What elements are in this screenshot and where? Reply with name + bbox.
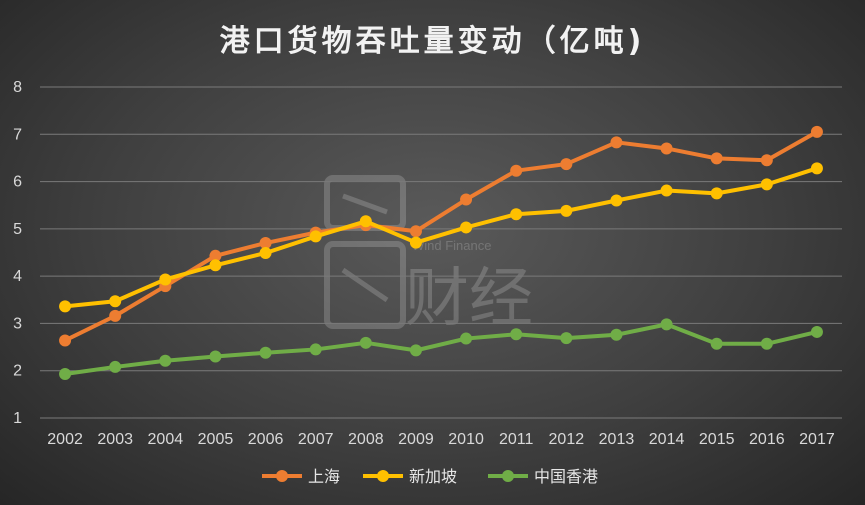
data-point	[660, 184, 673, 197]
x-tick-label: 2003	[97, 431, 133, 448]
y-tick-label: 4	[13, 268, 22, 285]
data-point	[159, 354, 172, 367]
data-point	[810, 325, 823, 338]
legend-item: 上海	[262, 467, 340, 486]
data-point	[710, 337, 723, 350]
y-axis: 1 2 3 4 5 6 7 8	[13, 79, 22, 427]
legend-label: 新加坡	[409, 467, 457, 486]
data-point	[409, 344, 422, 357]
x-tick-label: 2011	[499, 431, 534, 448]
data-point	[159, 273, 172, 286]
y-tick-label: 7	[13, 126, 22, 143]
y-tick-label: 8	[13, 79, 22, 96]
y-tick-label: 5	[13, 221, 22, 238]
data-point	[109, 295, 122, 308]
data-point	[660, 142, 673, 155]
data-point	[810, 125, 823, 138]
grid-lines	[40, 86, 842, 419]
data-point	[510, 208, 523, 221]
x-tick-label: 2005	[198, 431, 234, 448]
legend-item: 新加坡	[363, 467, 457, 486]
x-tick-label: 2014	[649, 431, 685, 448]
watermark-en-text: Wind Finance	[412, 238, 491, 253]
x-tick-label: 2008	[348, 431, 384, 448]
series-layer	[59, 125, 823, 381]
legend-label: 中国香港	[534, 467, 598, 486]
data-point	[560, 332, 573, 345]
data-point	[810, 162, 823, 175]
data-point	[59, 334, 72, 347]
data-point	[109, 309, 122, 322]
data-point	[760, 154, 773, 167]
data-point	[460, 193, 473, 206]
watermark-logo: 财经 Wind Finance	[324, 175, 533, 336]
x-tick-label: 2009	[398, 431, 434, 448]
data-point	[109, 360, 122, 373]
data-point	[359, 215, 372, 228]
x-tick-label: 2017	[799, 431, 835, 448]
data-point	[209, 249, 222, 262]
series-line	[63, 166, 819, 309]
x-tick-label: 2012	[549, 431, 585, 448]
series-1	[59, 162, 823, 313]
x-tick-label: 2015	[699, 431, 735, 448]
y-tick-label: 1	[13, 410, 22, 427]
data-point	[359, 336, 372, 349]
data-point	[610, 194, 623, 207]
series-line	[63, 322, 819, 377]
legend: 上海 新加坡 中国香港	[262, 467, 598, 486]
data-point	[409, 225, 422, 238]
x-tick-label: 2004	[148, 431, 184, 448]
x-tick-label: 2002	[47, 431, 83, 448]
data-point	[259, 346, 272, 359]
data-point	[209, 259, 222, 272]
data-point	[460, 221, 473, 234]
data-point	[560, 204, 573, 217]
data-point	[610, 328, 623, 341]
watermark-cn-text: 财经	[405, 262, 533, 336]
legend-label: 上海	[308, 467, 340, 486]
data-point	[760, 337, 773, 350]
data-point	[660, 318, 673, 331]
data-point	[59, 300, 72, 313]
data-point	[409, 236, 422, 249]
y-tick-label: 3	[13, 315, 22, 332]
data-point	[710, 152, 723, 165]
x-tick-label: 2016	[749, 431, 785, 448]
data-point	[510, 164, 523, 177]
y-tick-label: 2	[13, 363, 22, 380]
x-tick-label: 2010	[448, 431, 484, 448]
series-2	[59, 318, 823, 381]
data-point	[259, 237, 272, 250]
legend-swatch-marker	[502, 470, 514, 482]
data-point	[460, 332, 473, 345]
chart-title: 港口货物吞吐量变动（亿吨)	[219, 24, 646, 59]
data-point	[209, 350, 222, 363]
data-point	[510, 328, 523, 341]
data-point	[610, 136, 623, 149]
data-point	[760, 178, 773, 191]
x-axis: 2002 2003 2004 2005 2006 2007 2008 2009 2010 2011…	[47, 431, 835, 448]
y-tick-label: 6	[13, 174, 22, 191]
data-point	[309, 230, 322, 243]
legend-swatch-marker	[276, 470, 288, 482]
legend-item: 中国香港	[488, 467, 598, 486]
data-point	[560, 158, 573, 171]
data-point	[309, 343, 322, 356]
x-tick-label: 2006	[248, 431, 284, 448]
x-tick-label: 2013	[599, 431, 635, 448]
data-point	[259, 246, 272, 259]
data-point	[59, 368, 72, 381]
data-point	[710, 187, 723, 200]
legend-swatch-marker	[377, 470, 389, 482]
x-tick-label: 2007	[298, 431, 334, 448]
